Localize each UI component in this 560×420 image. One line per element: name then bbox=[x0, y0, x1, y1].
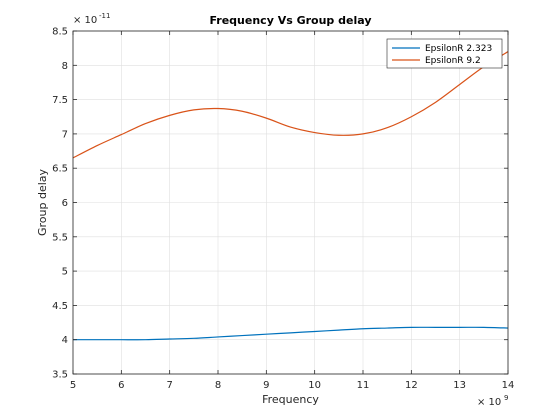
y-axis-exponent: × 10 -11 bbox=[73, 12, 110, 26]
legend-label: EpsilonR 9.2 bbox=[425, 56, 481, 66]
x-tick-label: 10 bbox=[308, 380, 321, 391]
chart-title: Frequency Vs Group delay bbox=[209, 14, 371, 27]
legend: EpsilonR 2.323 EpsilonR 9.2 bbox=[386, 38, 503, 69]
x-tick-label: 7 bbox=[166, 380, 172, 391]
y-axis-label: Group delay bbox=[36, 168, 49, 236]
x-tick-label: 5 bbox=[70, 380, 76, 391]
series-line-1 bbox=[73, 326, 509, 341]
y-tick-label: 6.5 bbox=[52, 164, 68, 175]
y-tick-label: 6 bbox=[62, 198, 68, 209]
y-tick-label: 7.5 bbox=[52, 95, 68, 106]
y-exponent-base: × 10 bbox=[73, 15, 97, 26]
series-lines bbox=[72, 51, 509, 341]
legend-label: EpsilonR 2.323 bbox=[425, 44, 492, 54]
x-exponent-base: × 10 bbox=[477, 397, 501, 408]
tick-labels: 5 6 7 8 9 10 11 12 13 14 3.5 4 4.5 5 5.5 6 6.5 7 7.5 8 8.5 bbox=[52, 27, 514, 392]
y-exponent-power: -11 bbox=[99, 12, 110, 20]
y-tick-label: 8 bbox=[62, 61, 68, 72]
y-tick-label: 8.5 bbox=[52, 27, 68, 38]
y-tick-label: 7 bbox=[62, 129, 68, 140]
legend-box bbox=[386, 38, 503, 69]
y-tick-label: 5.5 bbox=[52, 232, 68, 243]
x-tick-label: 6 bbox=[118, 380, 124, 391]
y-tick-label: 5 bbox=[62, 267, 68, 278]
x-tick-label: 8 bbox=[215, 380, 221, 391]
x-tick-label: 9 bbox=[263, 380, 269, 391]
x-tick-label: 11 bbox=[357, 380, 370, 391]
grid-lines bbox=[72, 30, 509, 375]
x-tick-label: 14 bbox=[502, 380, 515, 391]
x-tick-label: 12 bbox=[405, 380, 418, 391]
y-tick-label: 4.5 bbox=[52, 301, 68, 312]
x-exponent-power: 9 bbox=[504, 394, 508, 402]
y-tick-label: 3.5 bbox=[52, 370, 68, 381]
x-tick-label: 13 bbox=[453, 380, 466, 391]
axis-ticks bbox=[72, 30, 509, 375]
y-tick-label: 4 bbox=[62, 335, 68, 346]
x-axis-exponent: × 10 9 bbox=[477, 394, 508, 408]
x-axis-label: Frequency bbox=[262, 393, 319, 406]
series-line-2 bbox=[72, 51, 509, 159]
